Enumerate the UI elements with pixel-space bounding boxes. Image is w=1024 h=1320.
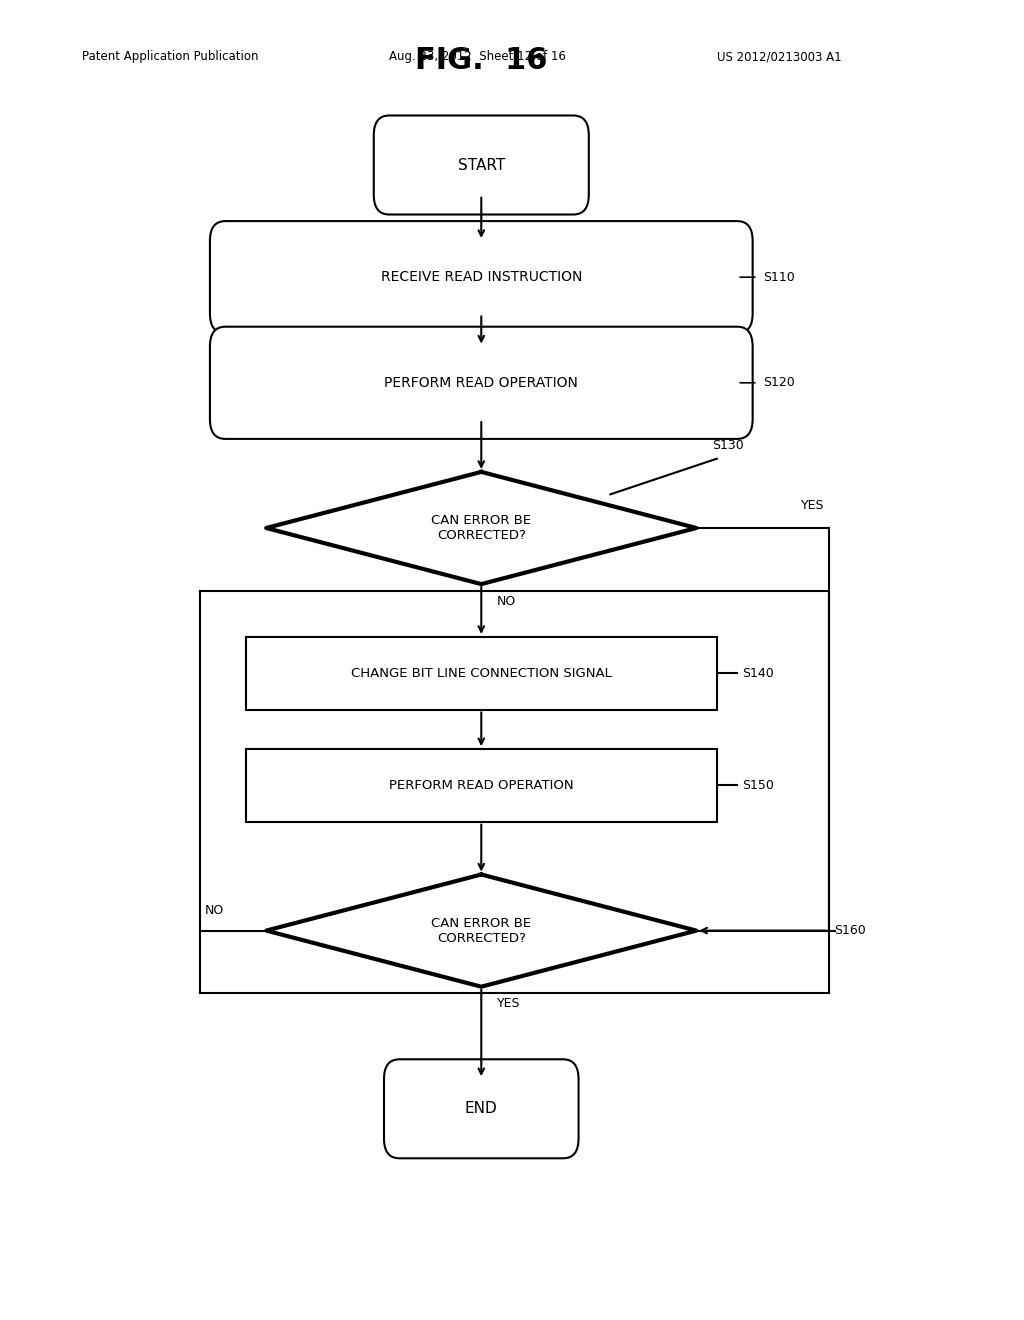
FancyBboxPatch shape [210,220,753,333]
Text: YES: YES [497,998,520,1010]
Text: FIG.  16: FIG. 16 [415,46,548,75]
Text: NO: NO [205,904,224,917]
Text: NO: NO [497,594,516,607]
Polygon shape [266,875,696,987]
FancyBboxPatch shape [374,116,589,214]
Text: PERFORM READ OPERATION: PERFORM READ OPERATION [384,376,579,389]
Text: S160: S160 [835,924,866,937]
Text: CAN ERROR BE
CORRECTED?: CAN ERROR BE CORRECTED? [431,513,531,543]
Text: S120: S120 [763,376,795,389]
FancyBboxPatch shape [210,327,753,438]
Bar [246,750,717,821]
Text: S140: S140 [742,667,774,680]
Text: S150: S150 [742,779,774,792]
Text: CAN ERROR BE
CORRECTED?: CAN ERROR BE CORRECTED? [431,916,531,945]
Text: PERFORM READ OPERATION: PERFORM READ OPERATION [389,779,573,792]
Text: Aug. 23, 2012  Sheet 12 of 16: Aug. 23, 2012 Sheet 12 of 16 [389,50,566,63]
Text: END: END [465,1101,498,1117]
FancyBboxPatch shape [384,1059,579,1159]
Bar [246,636,717,710]
Text: RECEIVE READ INSTRUCTION: RECEIVE READ INSTRUCTION [381,271,582,284]
Text: Patent Application Publication: Patent Application Publication [82,50,258,63]
Text: CHANGE BIT LINE CONNECTION SIGNAL: CHANGE BIT LINE CONNECTION SIGNAL [351,667,611,680]
Polygon shape [266,473,696,583]
Text: S110: S110 [763,271,795,284]
Text: US 2012/0213003 A1: US 2012/0213003 A1 [717,50,842,63]
Text: START: START [458,157,505,173]
Text: YES: YES [801,499,824,512]
Text: S130: S130 [712,440,743,451]
